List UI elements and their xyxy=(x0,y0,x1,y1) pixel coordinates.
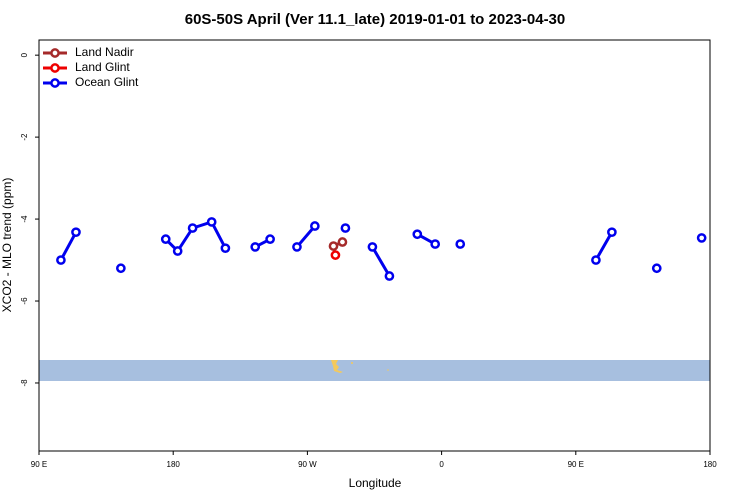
y-tick-label: 0 xyxy=(20,52,29,57)
data-point xyxy=(265,234,275,244)
x-tick-label: 180 xyxy=(167,460,181,469)
legend-marker xyxy=(50,63,60,73)
x-tick-label: 90 E xyxy=(31,460,47,469)
data-point xyxy=(292,242,302,252)
chart-title: 60S-50S April (Ver 11.1_late) 2019-01-01… xyxy=(185,11,566,28)
data-point xyxy=(696,233,707,243)
plot-frame xyxy=(38,39,711,452)
land-shape xyxy=(387,369,389,371)
data-point xyxy=(206,217,217,227)
data-point xyxy=(328,241,339,251)
legend-label: Ocean Glint xyxy=(75,75,139,89)
legend-label: Land Nadir xyxy=(75,45,134,59)
data-point xyxy=(455,239,466,249)
legend-marker xyxy=(50,48,60,58)
legend-marker xyxy=(50,78,60,88)
data-point xyxy=(337,237,348,247)
data-point xyxy=(367,242,378,252)
y-tick-label: -6 xyxy=(20,297,29,305)
data-point xyxy=(116,263,126,274)
data-point xyxy=(651,263,662,274)
data-point xyxy=(187,223,198,233)
data-point xyxy=(250,242,261,252)
data-point xyxy=(160,234,171,244)
series-line xyxy=(61,222,702,276)
y-tick-label: -8 xyxy=(20,379,29,387)
map-band xyxy=(39,360,710,381)
y-axis-label: XCO2 - MLO trend (ppm) xyxy=(0,178,14,313)
land-shape xyxy=(351,362,353,364)
x-tick-label: 0 xyxy=(439,460,444,469)
data-point xyxy=(412,229,423,240)
data-point xyxy=(220,243,231,254)
data-point xyxy=(430,239,441,249)
land-shape xyxy=(331,360,343,373)
y-tick-label: -2 xyxy=(20,133,29,141)
data-point xyxy=(384,271,395,281)
x-tick-label: 180 xyxy=(703,460,717,469)
x-tick-label: 90 W xyxy=(298,460,317,469)
data-point xyxy=(310,221,320,231)
y-tick-label: -4 xyxy=(20,215,29,223)
x-axis-label: Longitude xyxy=(349,476,402,490)
data-point xyxy=(607,227,617,238)
data-point xyxy=(340,223,351,233)
map-strip xyxy=(39,360,710,381)
data-point xyxy=(330,250,341,260)
data-point xyxy=(71,227,81,238)
legend-label: Land Glint xyxy=(75,60,130,74)
data-point xyxy=(591,255,601,265)
data-point xyxy=(56,255,66,265)
data-point xyxy=(172,246,183,256)
x-tick-label: 90 E xyxy=(568,460,584,469)
